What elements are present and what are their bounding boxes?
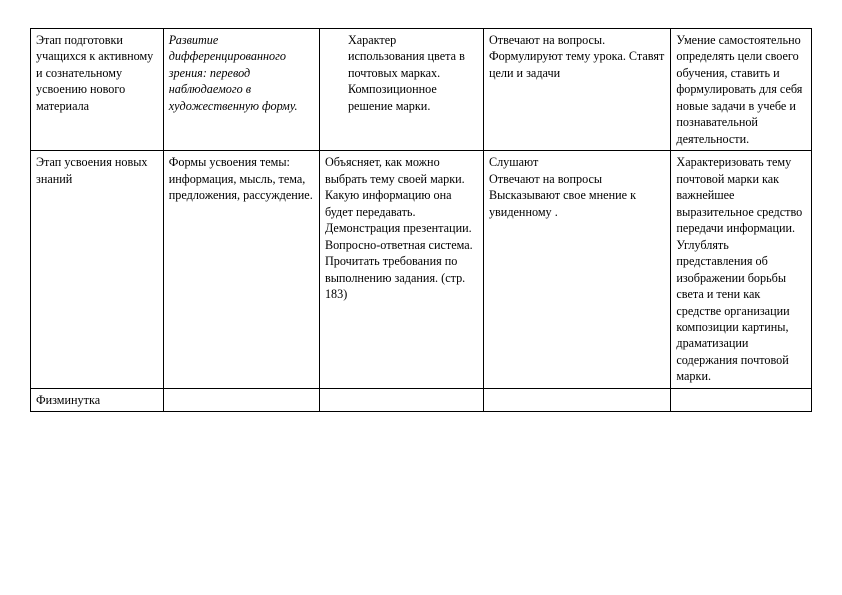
cell-empty: [163, 388, 319, 411]
cell-explain: Объясняет, как можно выбрать тему своей …: [319, 151, 483, 389]
cell-empty: [671, 388, 812, 411]
cell-outcome: Умение самостоятельно определять цели св…: [671, 29, 812, 151]
cell-activity: Отвечают на вопросы. Формулируют тему ур…: [483, 29, 670, 151]
cell-stage: Этап подготовки учащихся к активному и с…: [31, 29, 164, 151]
cell-listen: СлушаютОтвечают на вопросыВысказывают св…: [483, 151, 670, 389]
table-row: Этап усвоения новых знаний Формы усвоени…: [31, 151, 812, 389]
lesson-plan-table: Этап подготовки учащихся к активному и с…: [30, 28, 812, 412]
cell-character: Характер использования цвета в почтовых …: [319, 29, 483, 151]
cell-empty: [319, 388, 483, 411]
cell-characterize: Характеризовать тему почтовой марки как …: [671, 151, 812, 389]
table-row: Этап подготовки учащихся к активному и с…: [31, 29, 812, 151]
cell-empty: [483, 388, 670, 411]
cell-stage: Этап усвоения новых знаний: [31, 151, 164, 389]
cell-development: Развитие дифференцированного зрения: пер…: [163, 29, 319, 151]
table-row: Физминутка: [31, 388, 812, 411]
cell-fizminutka: Физминутка: [31, 388, 164, 411]
cell-forms: Формы усвоения темы: информация, мысль, …: [163, 151, 319, 389]
